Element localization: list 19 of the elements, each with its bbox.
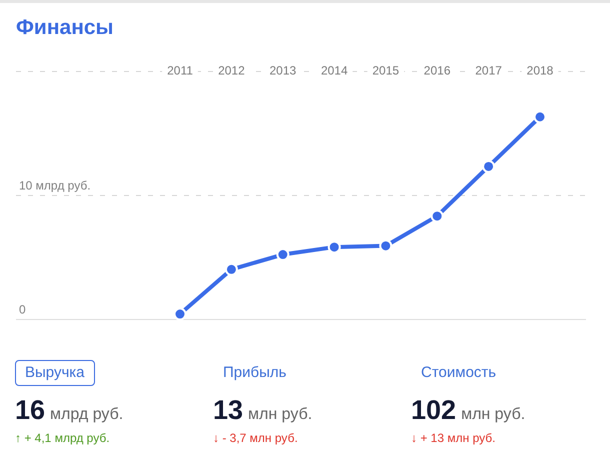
text: ↓ - 3,7 млн руб. [213, 431, 298, 445]
chart-title: Финансы [16, 16, 114, 40]
x-tick-label: 2012 [218, 64, 246, 78]
y-tick-label: 0 [19, 302, 26, 316]
text: ↓ + 13 млн руб. [411, 431, 496, 445]
text: 16 млрд руб. [15, 395, 124, 425]
x-tick-label: 2018 [526, 64, 554, 78]
text: 13 млн руб. [213, 395, 312, 425]
text: 102 млн руб. [411, 395, 526, 425]
text: Прибыль [222, 363, 288, 383]
x-tick-label: 2013 [270, 64, 297, 78]
x-tick-label: 2015 [372, 64, 400, 78]
y-tick-label: 10 млрд руб. [19, 178, 91, 192]
x-tick-label: 2014 [320, 64, 348, 78]
text: Стоимость [420, 363, 498, 383]
x-tick-label: 2016 [424, 64, 451, 78]
text: ↑ + 4,1 млрд руб. [15, 431, 110, 445]
x-tick-label: 2017 [475, 64, 502, 78]
x-tick-label: 2011 [167, 64, 194, 78]
